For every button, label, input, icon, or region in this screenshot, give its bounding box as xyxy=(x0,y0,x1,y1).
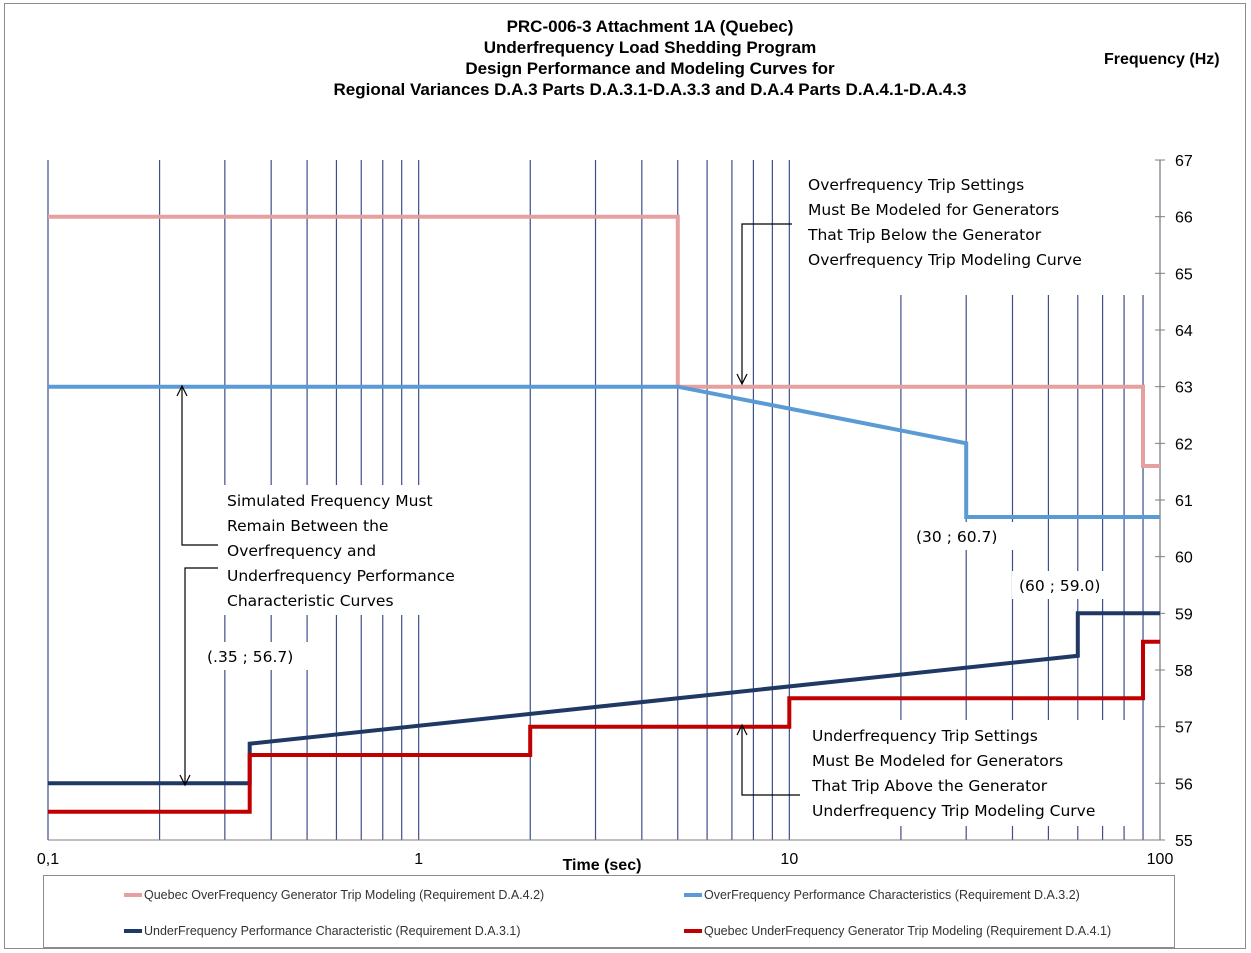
y-tick-label: 58 xyxy=(1175,663,1193,680)
arrow-head xyxy=(176,384,188,397)
arrow-head xyxy=(736,723,748,736)
y-tick-label: 65 xyxy=(1175,266,1193,283)
y-tick-label: 67 xyxy=(1175,153,1193,170)
chart-title-line-4: Regional Variances D.A.3 Parts D.A.3.1-D… xyxy=(333,80,967,99)
annotation-background xyxy=(1012,571,1112,599)
annotation-overfreq-trip: Overfrequency Trip Settings xyxy=(808,176,1024,194)
legend-swatch xyxy=(124,929,142,933)
y-tick-label: 59 xyxy=(1175,606,1193,623)
annotation-background xyxy=(800,168,1130,274)
annotation-underfreq-trip: That Trip Above the Generator xyxy=(811,777,1048,795)
y-tick-label: 62 xyxy=(1175,436,1193,453)
annotation-overfreq-trip: Must Be Modeled for Generators xyxy=(808,201,1059,219)
annotation-underfreq-trip: Underfrequency Trip Modeling Curve xyxy=(812,802,1095,820)
annotation-underfreq-trip: Must Be Modeled for Generators xyxy=(812,752,1063,770)
arrow-underfreq-trip xyxy=(741,725,800,796)
annotation-backgrounds xyxy=(202,168,1130,826)
legend-item-series-2: UnderFrequency Performance Characteristi… xyxy=(124,924,521,938)
annotation-simulated-frequency: Underfrequency Performance xyxy=(227,567,455,585)
legend-label: Quebec OverFrequency Generator Trip Mode… xyxy=(144,888,545,902)
annotation-simulated-frequency: Remain Between the xyxy=(227,517,388,535)
annotation-point-035: (.35 ; 56.7) xyxy=(207,648,293,666)
series-lines xyxy=(48,214,1160,814)
annotation-simulated-frequency: Characteristic Curves xyxy=(227,592,394,610)
legend-swatch xyxy=(684,893,702,897)
x-tick-label: 10 xyxy=(780,851,798,868)
x-tick-label: 100 xyxy=(1147,851,1174,868)
arrow-head xyxy=(179,774,191,787)
y-tick-label: 64 xyxy=(1175,323,1193,340)
chart-title-line-1: PRC-006-3 Attachment 1A (Quebec) xyxy=(506,17,794,36)
annotation-underfreq-trip: Underfrequency Trip Settings xyxy=(812,727,1038,745)
tick-labels: 55 56 57 58 59 60 61 62 63 64 65 66 67 0,1 1 10 100 Time … xyxy=(37,153,1193,874)
x-tick-label: 1 xyxy=(414,851,423,868)
arrow-simulated-upper xyxy=(181,386,218,546)
y-tick-label: 60 xyxy=(1175,550,1193,567)
annotation-background xyxy=(905,522,1015,550)
legend-label: UnderFrequency Performance Characteristi… xyxy=(144,924,521,938)
legend: Quebec OverFrequency Generator Trip Mode… xyxy=(43,875,1175,948)
arrow-overfreq-trip xyxy=(741,223,792,384)
y-tick-label: 56 xyxy=(1175,776,1193,793)
y-axis-title: Frequency (Hz) xyxy=(1104,51,1220,68)
x-tick-label: 0,1 xyxy=(37,851,59,868)
annotations: Overfrequency Trip Settings Must Be Model… xyxy=(207,176,1100,820)
chart-frame xyxy=(4,3,1246,949)
legend-item-series-3: Quebec UnderFrequency Generator Trip Mod… xyxy=(684,924,1111,938)
arrow-head xyxy=(736,373,748,386)
legend-label: Quebec UnderFrequency Generator Trip Mod… xyxy=(704,924,1112,938)
annotation-overfreq-trip: That Trip Below the Generator xyxy=(807,226,1042,244)
series-line-2 xyxy=(48,611,1160,786)
annotation-overfreq-trip: Overfrequency Trip Modeling Curve xyxy=(808,251,1082,269)
annotation-simulated-frequency: Overfrequency and xyxy=(227,542,376,560)
y-tick-label: 61 xyxy=(1175,493,1193,510)
x-axis-title: Time (sec) xyxy=(563,857,642,874)
y-tick-label: 63 xyxy=(1175,380,1193,397)
legend-label: OverFrequency Performance Characteristic… xyxy=(704,888,1080,902)
arrow-simulated-lower xyxy=(184,567,218,785)
series-line-3 xyxy=(48,639,1160,814)
annotation-background xyxy=(202,642,312,670)
legend-item-series-1: OverFrequency Performance Characteristic… xyxy=(684,888,1080,902)
chart-title-line-2: Underfrequency Load Shedding Program xyxy=(483,38,817,57)
y-tick-label: 57 xyxy=(1175,720,1193,737)
annotation-background xyxy=(218,485,483,615)
y-tick-label: 66 xyxy=(1175,210,1193,227)
annotation-arrows xyxy=(176,223,800,796)
annotation-point-60: (60 ; 59.0) xyxy=(1019,577,1100,595)
annotation-background xyxy=(805,720,1130,826)
series-line-1 xyxy=(48,384,1160,519)
axes xyxy=(48,159,1165,841)
legend-swatch xyxy=(124,893,142,897)
chart-title-line-3: Design Performance and Modeling Curves f… xyxy=(465,59,835,78)
series-line-0 xyxy=(48,214,1160,468)
legend-swatch xyxy=(684,929,702,933)
annotation-point-30: (30 ; 60.7) xyxy=(916,528,997,546)
y-tick-label: 55 xyxy=(1175,833,1193,850)
legend-item-series-0: Quebec OverFrequency Generator Trip Mode… xyxy=(124,888,544,902)
annotation-simulated-frequency: Simulated Frequency Must xyxy=(227,492,433,510)
